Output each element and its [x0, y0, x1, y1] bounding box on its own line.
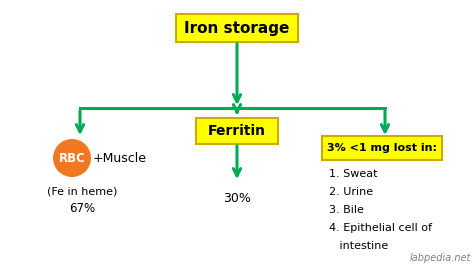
Text: Ferritin: Ferritin [208, 124, 266, 138]
Text: 67%: 67% [69, 202, 95, 215]
Text: 30%: 30% [223, 192, 251, 205]
Text: 1. Sweat: 1. Sweat [329, 169, 377, 179]
Text: labpedia.net: labpedia.net [410, 253, 471, 263]
Text: (Fe in heme): (Fe in heme) [47, 186, 117, 196]
Text: RBC: RBC [59, 152, 85, 165]
Text: intestine: intestine [329, 241, 388, 251]
FancyBboxPatch shape [196, 118, 278, 144]
FancyBboxPatch shape [322, 136, 442, 160]
Text: 2. Urine: 2. Urine [329, 187, 373, 197]
Text: 3. Bile: 3. Bile [329, 205, 364, 215]
Text: 3% <1 mg lost in:: 3% <1 mg lost in: [327, 143, 437, 153]
Text: +Muscle: +Muscle [93, 152, 147, 165]
Text: Iron storage: Iron storage [184, 20, 290, 35]
FancyBboxPatch shape [176, 14, 298, 42]
Text: 4. Epithelial cell of: 4. Epithelial cell of [329, 223, 432, 233]
Ellipse shape [53, 139, 91, 177]
